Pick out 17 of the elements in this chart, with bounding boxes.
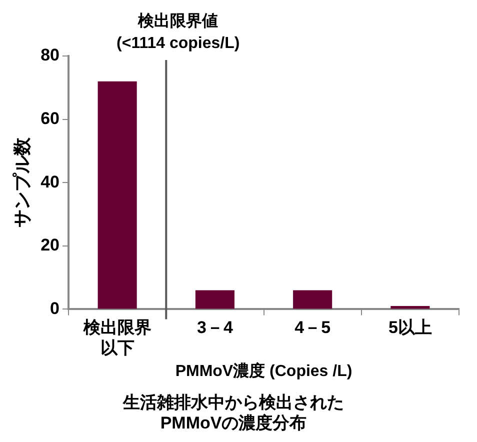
x-tick-label: 3－4	[196, 318, 234, 338]
bar	[293, 290, 332, 309]
y-tick-label: 20	[40, 236, 60, 255]
y-tick-label: 40	[40, 172, 60, 192]
bar	[390, 306, 430, 309]
x-axis-title: PMMoV濃度 (Copies /L)	[175, 361, 352, 380]
x-tick-label: 4－5	[294, 318, 331, 338]
bar	[98, 81, 137, 309]
text: 検出限界値 (<1114 copies/L)	[116, 12, 240, 52]
x-tick-label: 5以上	[388, 318, 432, 338]
y-tick-label: 80	[40, 46, 60, 65]
bar	[195, 290, 234, 309]
y-axis-title: サンプル数	[12, 136, 32, 228]
y-tick-label: 60	[40, 108, 60, 128]
text: 生活雑排水中から検出された PMMoVの濃度分布	[122, 393, 344, 432]
y-tick-label: 0	[50, 298, 60, 318]
x-tick-label: 検出限界以下	[82, 318, 152, 358]
